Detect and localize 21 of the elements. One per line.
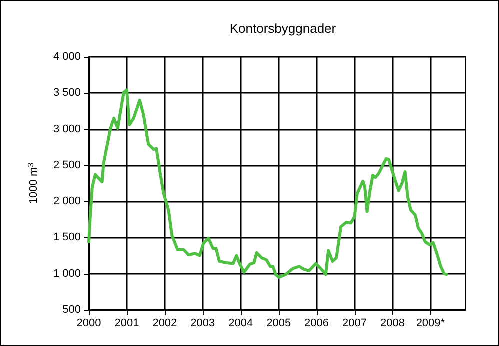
x-tick-label: 2001 bbox=[114, 318, 140, 330]
x-tick-label: 2008 bbox=[380, 318, 405, 330]
y-tick-label: 3 000 bbox=[53, 123, 81, 136]
y-tick-label: 2 500 bbox=[53, 159, 81, 172]
x-tick-label: 2000 bbox=[76, 318, 102, 330]
x-tick-label: 2004 bbox=[228, 318, 254, 330]
y-tick-label: 3 500 bbox=[53, 87, 81, 100]
x-tick-label: 2007 bbox=[342, 318, 368, 330]
y-tick-label: 2 000 bbox=[53, 196, 81, 208]
chart-title: Kontorsbyggnader bbox=[230, 21, 337, 36]
x-tick-label: 2005 bbox=[266, 318, 292, 330]
x-tick-label: 2002 bbox=[152, 318, 178, 330]
y-tick-label: 500 bbox=[62, 304, 81, 316]
x-tick-label: 2003 bbox=[190, 318, 216, 330]
x-tick-label: 2006 bbox=[304, 318, 330, 330]
line-series bbox=[88, 88, 448, 279]
y-tick-label: 4 000 bbox=[53, 51, 81, 63]
y-tick-label: 1 500 bbox=[53, 232, 81, 244]
y-tick-label: 1 000 bbox=[53, 268, 81, 280]
x-tick-label: 2009* bbox=[416, 318, 446, 330]
y-axis-title: 1000 m3 bbox=[26, 162, 40, 204]
